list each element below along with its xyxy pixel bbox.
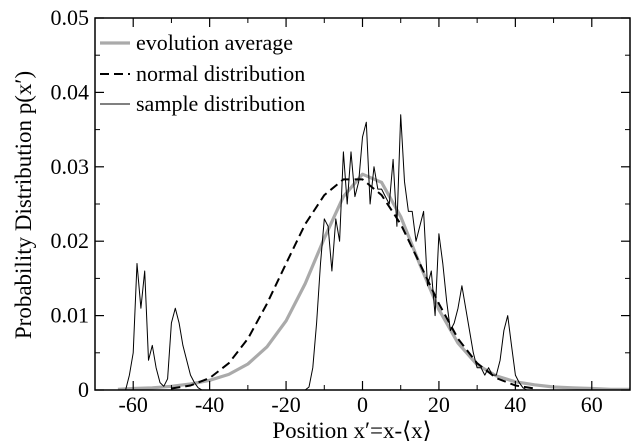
y-tick-label: 0.02 [51, 228, 90, 253]
y-tick-label: 0.05 [51, 5, 90, 30]
legend-label-normal-distribution: normal distribution [136, 61, 305, 86]
axes: -60 -40 -20 0 20 40 60 0 0.01 0.02 0.03 0.04 0.05 [51, 5, 631, 417]
x-tick-label: 40 [504, 392, 526, 417]
series-line-evolution-average [117, 172, 630, 390]
y-tick-label: 0.01 [51, 303, 90, 328]
x-tick-label: -40 [195, 392, 224, 417]
series-line-sample-distribution [125, 114, 528, 390]
y-tick-label: 0.04 [51, 79, 90, 104]
y-axis-title: Probability Distribution p(x′) [11, 71, 36, 339]
legend-label-sample-distribution: sample distribution [136, 91, 305, 116]
x-tick-label: 60 [581, 392, 603, 417]
series-group [117, 114, 630, 390]
y-tick-label: 0.03 [51, 154, 90, 179]
x-tick-label: -60 [119, 392, 148, 417]
x-tick-label: -20 [271, 392, 300, 417]
x-tick-label: 20 [428, 392, 450, 417]
series-line-normal-distribution [171, 178, 535, 390]
plot-area [117, 114, 630, 390]
x-axis-title: Position x′=x-⟨x⟩ [272, 418, 431, 443]
x-tick-label: 0 [357, 392, 368, 417]
y-tick-label: 0 [78, 377, 89, 402]
legend: evolution average normal distribution sa… [100, 30, 305, 116]
legend-label-evolution-average: evolution average [136, 30, 293, 55]
